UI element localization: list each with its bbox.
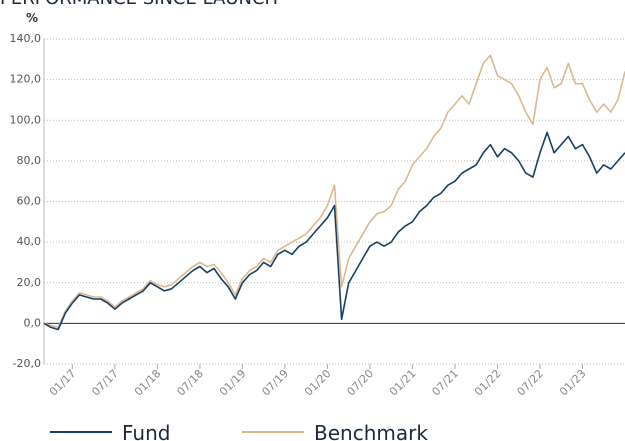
y-tick-label: 80,0 [17,154,42,167]
series-line [43,54,625,329]
x-tick-label: 07/19 [259,367,291,399]
x-tick-label: 01/20 [302,367,334,399]
series-line [43,131,625,331]
y-tick-label: 120,0 [10,73,42,86]
y-tick-label: 40,0 [17,235,42,248]
y-tick-label: -20,0 [13,357,41,370]
x-tick-label: 01/22 [472,367,504,399]
y-tick-label: 60,0 [17,195,42,208]
x-tick-label: 01/18 [132,367,164,399]
y-tick-label: 100,0 [10,113,42,126]
x-tick-label: 01/17 [47,367,79,399]
x-tick-label: 07/18 [174,367,206,399]
y-tick-label: 0,0 [24,316,42,329]
x-tick-label: 01/21 [387,367,419,399]
x-tick-label: 07/20 [344,367,376,399]
legend-label: Benchmark [314,421,428,441]
x-tick-label: 07/21 [429,367,461,399]
y-tick-label: 20,0 [17,276,42,289]
x-tick-label: 07/17 [89,367,121,399]
x-tick-label: 01/23 [557,367,589,399]
legend-label: Fund [122,421,170,441]
y-axis-label: % [26,11,38,25]
x-tick-label: 07/22 [514,367,546,399]
chart-title: PERFORMANCE SINCE LAUNCH [0,0,278,9]
x-tick-label: 01/19 [217,367,249,399]
y-tick-label: 140,0 [10,32,42,45]
